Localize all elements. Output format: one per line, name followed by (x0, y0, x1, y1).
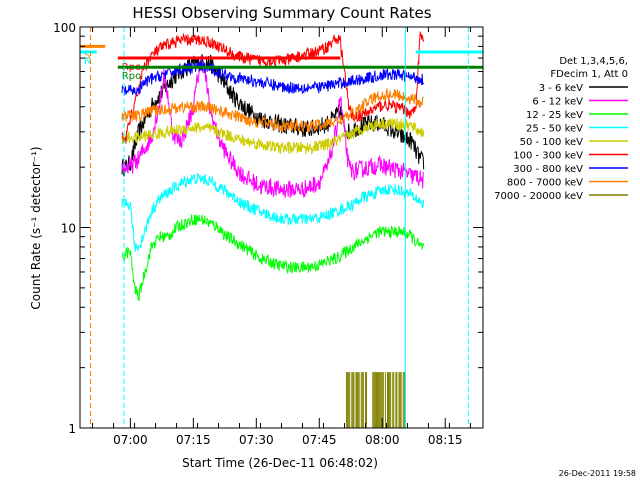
series-50-100-kev (121, 118, 425, 156)
legend-label-3-6-kev: 3 - 6 keV (539, 83, 583, 94)
y-tick-label: 10 (61, 222, 76, 236)
legend-label-300-800-kev: 300 - 800 keV (513, 164, 583, 175)
series-800-7000-kev (121, 87, 425, 133)
x-tick-label: 07:00 (113, 433, 148, 447)
x-tick-label: 07:15 (176, 433, 211, 447)
series-12-25-kev (122, 214, 425, 302)
legend-label-100-300-kev: 100 - 300 keV (513, 151, 583, 162)
x-axis-label: Start Time (26-Dec-11 06:48:02) (182, 456, 378, 470)
legend-label-50-100-kev: 50 - 100 keV (520, 137, 584, 148)
legend-label-12-25-kev: 12 - 25 keV (526, 110, 583, 121)
legend-label-7000-20000-kev: 7000 - 20000 keV (494, 191, 583, 202)
legend-header-line2: FDecim 1, Att 0 (550, 69, 628, 80)
y-axis: 1 10 100 (53, 21, 483, 436)
annotation-label-n: N (84, 56, 91, 67)
series-100-300-kev (121, 31, 425, 144)
legend-label-6-12-kev: 6 - 12 keV (532, 97, 583, 108)
annotation-label-rpo: Rpo (122, 71, 141, 82)
series-300-800-kev (121, 59, 425, 97)
x-tick-label: 07:45 (302, 433, 337, 447)
x-axis: 07:00 07:15 07:30 07:45 08:00 08:15 (92, 27, 471, 447)
y-axis-label: Count Rate (s⁻¹ detector⁻¹) (29, 146, 43, 309)
legend-label-25-50-kev: 25 - 50 keV (526, 124, 583, 135)
x-tick-label: 08:15 (428, 433, 463, 447)
y-tick-label: 100 (53, 21, 76, 35)
legend-label-800-7000-kev: 800 - 7000 keV (507, 178, 583, 189)
series-25-50-kev (121, 173, 425, 252)
legend: Det 1,3,4,5,6, FDecim 1, Att 0 3 - 6 keV… (494, 56, 628, 202)
annotation-label-s: S (84, 50, 90, 61)
legend-header-line1: Det 1,3,4,5,6, (559, 56, 628, 67)
x-tick-label: 07:30 (239, 433, 274, 447)
annotations: SNRpoRpo (80, 27, 483, 428)
plot-lines (121, 31, 425, 428)
chart-title: HESSI Observing Summary Count Rates (132, 4, 431, 22)
y-tick-label: 1 (68, 422, 76, 436)
footer-timestamp: 26-Dec-2011 19:58 (559, 469, 636, 478)
x-tick-label: 08:00 (365, 433, 400, 447)
series-7000-20000-kev (346, 372, 406, 428)
